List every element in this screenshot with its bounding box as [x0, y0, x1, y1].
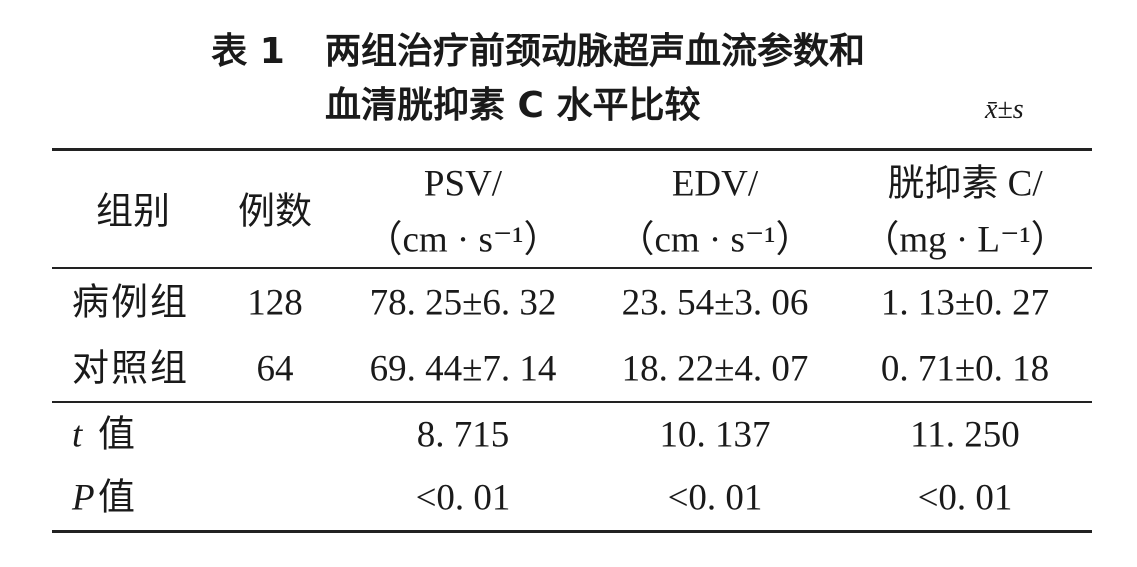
- stat-symbol: P: [72, 477, 95, 519]
- header-cell: EDV/: [671, 163, 759, 205]
- header-cell: 例数: [238, 191, 312, 233]
- cell: 128: [247, 282, 303, 324]
- cell: 69. 44±7. 14: [369, 348, 557, 390]
- stat-symbol: t: [72, 414, 83, 456]
- cell: 23. 54±3. 06: [621, 282, 809, 324]
- cell: 1. 13±0. 27: [880, 282, 1050, 324]
- title-note: x̄±s: [985, 94, 1024, 125]
- top-rule: [52, 148, 1092, 151]
- cell: <0. 01: [667, 477, 763, 519]
- cell: 10. 137: [659, 414, 771, 456]
- cell: 0. 71±0. 18: [880, 348, 1050, 390]
- cell: 64: [256, 348, 294, 390]
- cell: <0. 01: [415, 477, 511, 519]
- cell: 18. 22±4. 07: [621, 348, 809, 390]
- header-cell: （cm · s⁻¹）: [617, 219, 813, 261]
- mid-rule: [52, 401, 1092, 403]
- header-cell: 组别: [96, 191, 170, 233]
- row-label: 对照组: [72, 348, 189, 390]
- stat-label: 值: [98, 414, 135, 456]
- row-label: 病例组: [72, 282, 189, 324]
- header-cell: （cm · s⁻¹）: [365, 219, 561, 261]
- cell: 8. 715: [416, 414, 510, 456]
- cell: <0. 01: [917, 477, 1013, 519]
- header-cell: 胱抑素 C/: [887, 163, 1043, 205]
- stat-label: 值: [98, 477, 135, 519]
- title-line: 两组治疗前颈动脉超声血流参数和: [325, 31, 866, 72]
- table-label: 表 1: [211, 31, 285, 72]
- header-cell: （mg · L⁻¹）: [862, 219, 1068, 261]
- cell: 11. 250: [910, 414, 1020, 456]
- cell: 78. 25±6. 32: [369, 282, 557, 324]
- header-cell: PSV/: [423, 163, 503, 205]
- mid-rule: [52, 267, 1092, 269]
- title-line: 血清胱抑素 C 水平比较: [325, 85, 701, 126]
- bottom-rule: [52, 530, 1092, 533]
